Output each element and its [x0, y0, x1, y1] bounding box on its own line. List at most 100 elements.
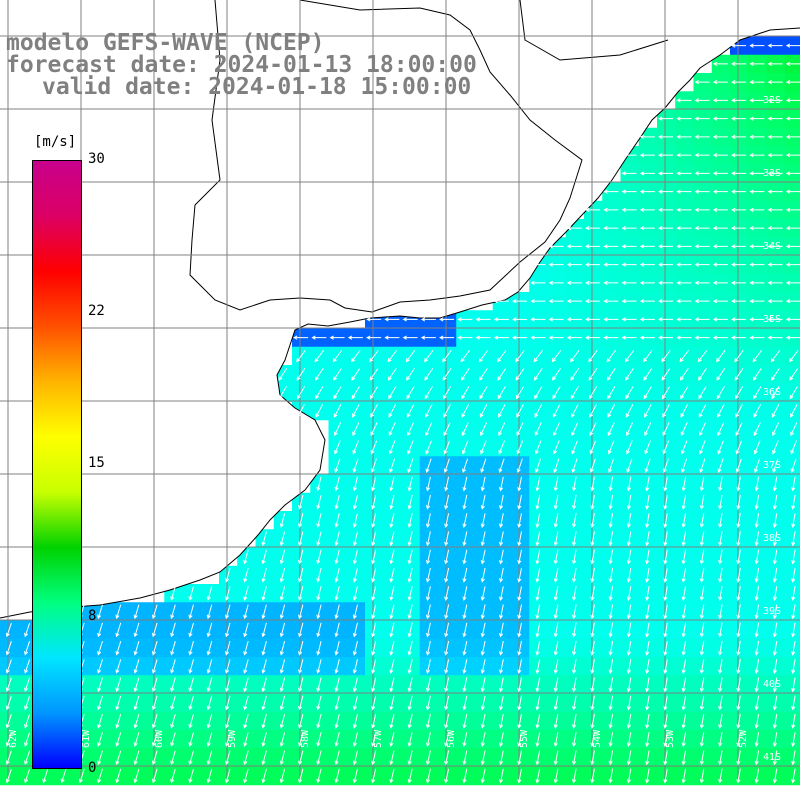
wind-cell [784, 748, 800, 767]
wind-arrow [718, 476, 723, 492]
wind-arrow [516, 422, 524, 437]
wind-arrow [572, 586, 577, 602]
wind-arrow [151, 750, 158, 766]
wind-arrow [352, 732, 358, 747]
valid-date: valid date: 2024-01-18 15:00:00 [42, 74, 472, 100]
wind-arrow [754, 640, 760, 656]
wind-arrow [608, 531, 614, 547]
wind-arrow [731, 171, 747, 176]
wind-arrow [493, 335, 509, 340]
wind-arrow [626, 513, 632, 529]
wind-arrow [462, 567, 468, 583]
wind-arrow [334, 604, 340, 620]
wind-arrow [791, 640, 796, 656]
wind-arrow [680, 440, 688, 455]
wind-arrow [718, 549, 723, 565]
wind-arrow [188, 713, 194, 729]
wind-arrow [371, 476, 377, 492]
wind-arrow [316, 659, 322, 674]
wind-arrow [717, 440, 724, 455]
wind-arrow [206, 622, 213, 638]
wind-arrow [676, 98, 692, 103]
wind-arrow [316, 494, 322, 510]
wind-arrow [316, 750, 322, 766]
wind-arrow [352, 768, 358, 784]
wind-arrow [603, 225, 619, 231]
wind-arrow [676, 244, 692, 249]
wind-arrow [608, 622, 614, 638]
wind-arrow [731, 134, 747, 140]
wind-arrow [585, 298, 601, 304]
wind-arrow [754, 476, 760, 492]
wind-arrow [608, 549, 614, 565]
wind-arrow [772, 750, 778, 766]
wind-arrow [60, 768, 67, 784]
wind-arrow [462, 695, 468, 711]
wind-arrow [170, 604, 176, 620]
wind-arrow [645, 695, 650, 711]
wind-arrow [712, 61, 728, 67]
wind-arrow [662, 404, 670, 418]
wind-arrow [588, 386, 598, 400]
wind-arrow [681, 695, 687, 711]
wind-arrow [785, 207, 800, 213]
wind-arrow [406, 368, 415, 381]
wind-arrow [572, 622, 577, 638]
wind-arrow [278, 368, 288, 381]
wind-arrow [645, 732, 650, 748]
wind-arrow [389, 622, 395, 638]
wind-cell [784, 383, 800, 402]
wind-arrow [553, 476, 559, 492]
wind-arrow [316, 622, 322, 638]
wind-arrow [444, 768, 450, 784]
wind-arrow [571, 440, 578, 455]
wind-arrow [603, 317, 619, 322]
wind-arrow [749, 280, 765, 286]
wind-arrow [516, 458, 523, 474]
wind-arrow [243, 640, 249, 656]
colorbar-tick: 22 [88, 303, 105, 319]
wind-cell [784, 657, 800, 676]
wind-arrow [535, 750, 541, 766]
wind-arrow [553, 732, 559, 748]
wind-arrow [407, 549, 413, 565]
wind-arrow [206, 677, 213, 693]
wind-arrow [553, 422, 561, 437]
wind-arrow [608, 713, 614, 729]
wind-arrow [535, 586, 541, 602]
wind-arrow [694, 298, 710, 304]
wind-arrow [699, 768, 705, 784]
wind-cell [784, 730, 800, 749]
wind-arrow [734, 368, 744, 381]
wind-arrow [512, 335, 528, 340]
wind-arrow [462, 659, 468, 675]
wind-arrow [407, 713, 413, 729]
longitude-label: 58W [300, 729, 311, 748]
wind-arrow [749, 98, 765, 103]
wind-arrow [712, 116, 728, 121]
wind-arrow [480, 713, 486, 729]
wind-arrow [645, 476, 650, 492]
wind-arrow [643, 368, 653, 381]
wind-arrow [402, 335, 418, 340]
wind-arrow [498, 659, 504, 675]
wind-arrow [225, 695, 231, 711]
wind-arrow [767, 98, 783, 103]
wind-arrow [298, 494, 304, 510]
wind-arrow [439, 317, 455, 322]
wind-arrow [606, 350, 616, 363]
wind-arrow [694, 189, 710, 194]
wind-arrow [639, 317, 655, 322]
wind-arrow [694, 152, 710, 158]
wind-arrow [298, 586, 304, 601]
wind-arrow [731, 280, 747, 286]
wind-arrow [791, 604, 796, 620]
wind-arrow [384, 335, 400, 340]
wind-arrow [661, 368, 671, 381]
wind-arrow [663, 513, 668, 529]
wind-arrow [243, 586, 249, 601]
wind-arrow [170, 695, 176, 711]
wind-arrow [425, 640, 431, 656]
wind-arrow [279, 567, 286, 583]
wind-arrow [5, 695, 12, 711]
